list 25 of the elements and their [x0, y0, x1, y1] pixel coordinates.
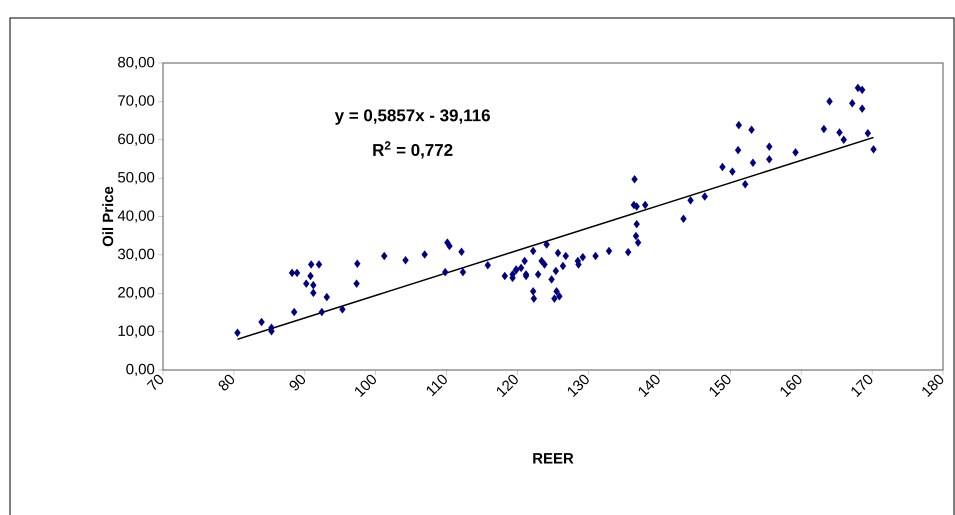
x-tick-label: 110: [426, 374, 447, 396]
y-tick-label: 50,00: [118, 172, 154, 184]
y-tick-label: 20,00: [118, 287, 154, 300]
annotation: R$^{2}$ = 0,772: [373, 141, 452, 158]
x-tick-label: 70: [146, 374, 164, 390]
x-tick-label: 100: [355, 374, 376, 397]
x-tick-label: 120: [496, 374, 518, 397]
x-tick-label: 80: [218, 374, 234, 390]
y-axis-title: Oil Price: [102, 186, 114, 246]
y-tick-label: 0,00: [126, 364, 154, 376]
x-tick-label: 90: [290, 374, 306, 390]
y-tick-label: 70,00: [118, 95, 154, 108]
x-tick-label: 170: [851, 374, 872, 397]
x-tick-label: 130: [568, 374, 589, 397]
y-tick-label: 40,00: [118, 210, 154, 223]
annotation: y = 0,5857x - 39,116: [334, 109, 490, 125]
x-tick-label: 140: [638, 374, 660, 397]
y-tick-label: 80,00: [118, 56, 154, 70]
x-axis-title: REER: [533, 453, 574, 464]
x-tick-label: 180: [922, 374, 944, 397]
x-tick-label: 160: [780, 374, 802, 397]
y-tick-label: 30,00: [118, 248, 154, 262]
y-tick-label: 60,00: [118, 134, 154, 146]
y-tick-label: 10,00: [118, 325, 154, 338]
x-tick-label: 150: [710, 374, 730, 397]
